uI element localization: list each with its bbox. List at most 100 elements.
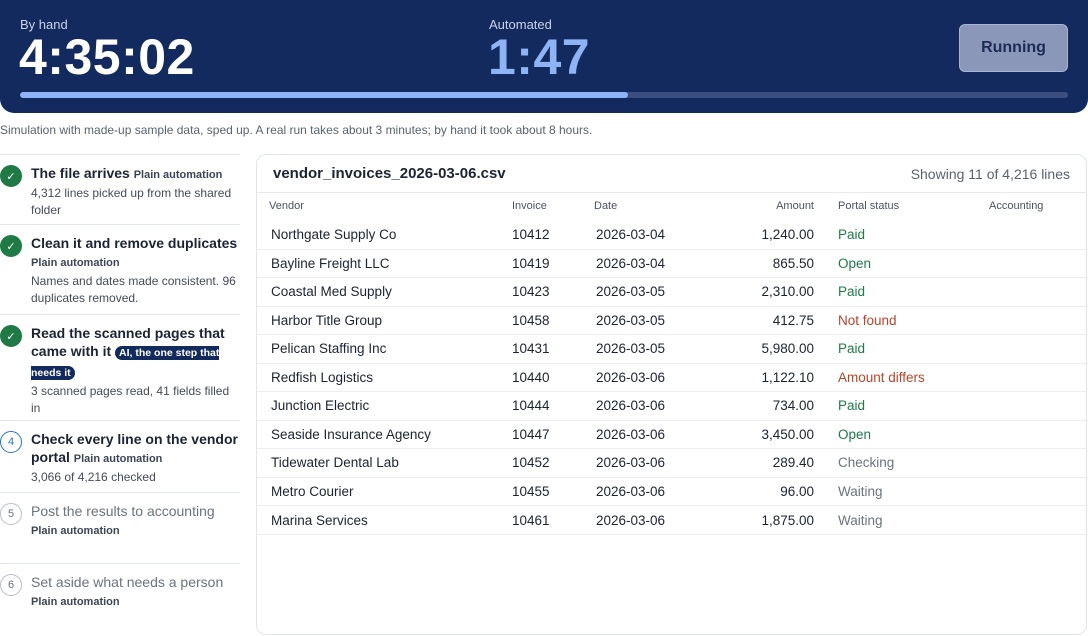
invoice-cell: 10452 [512, 455, 550, 471]
invoice-cell: 10431 [512, 341, 550, 357]
progress-bar [20, 92, 1068, 98]
step-number-icon: 6 [0, 574, 22, 596]
date-cell: 2026-03-05 [596, 284, 666, 300]
date-cell: 2026-03-06 [596, 512, 666, 528]
amount-cell: 289.40 [772, 455, 814, 471]
step-number-icon: 5 [0, 503, 22, 525]
step-item: ✓ Read the scanned pages that came with i… [0, 314, 240, 420]
step-tag: Plain automation [133, 169, 223, 181]
step-description: 3 scanned pages read, 41 fields filled i… [31, 384, 230, 415]
step-title-line: Read the scanned pages that came with it… [31, 324, 240, 382]
invoice-cell: 10461 [512, 512, 550, 528]
amount-cell: 2,310.00 [761, 284, 814, 300]
date-cell: 2026-03-06 [596, 369, 666, 385]
vendor-cell: Northgate Supply Co [271, 227, 397, 242]
vendor-cell: Metro Courier [271, 483, 354, 499]
step-title: Read the scanned pages that came with it [31, 325, 225, 359]
date-cell: 2026-03-06 [596, 426, 666, 442]
table-row[interactable]: Coastal Med Supply 10423 2026-03-05 2,310.0… [257, 278, 1086, 307]
step-title-line: Set aside what needs a person Plain auto… [31, 573, 240, 611]
step-number-icon: 4 [0, 431, 22, 453]
step-title-line: Check every line on the vendor portal Pl… [31, 430, 240, 468]
invoice-cell: 10412 [512, 227, 550, 242]
portal-status-cell: Waiting [838, 512, 883, 528]
table-row[interactable]: Northgate Supply Co 10412 2026-03-04 1,240.… [257, 221, 1086, 250]
automated-timer: 1:47 [488, 29, 591, 85]
progress-fill [20, 92, 628, 98]
portal-status-cell: Amount differs [838, 369, 925, 385]
column-header-accounting: Accounting [989, 200, 1044, 212]
invoice-cell: 10419 [512, 255, 550, 271]
vendor-cell: Seaside Insurance Agency [271, 426, 431, 442]
invoice-cell: 10423 [512, 284, 550, 300]
step-item: 5 Post the results to accounting Plain au… [0, 492, 240, 563]
file-name: vendor_invoices_2026-03-06.csv [273, 165, 506, 182]
vendor-cell: Pelican Staffing Inc [271, 341, 387, 357]
check-icon: ✓ [0, 325, 22, 347]
column-header-portal-status: Portal status [838, 200, 900, 212]
vendor-cell: Redfish Logistics [271, 369, 374, 385]
table-row[interactable]: Harbor Title Group 10458 2026-03-05 412.75 N… [257, 307, 1086, 336]
by-hand-timer: 4:35:02 [19, 29, 195, 85]
simulation-note: Simulation with made-up sample data, spe… [0, 123, 593, 137]
invoice-cell: 10455 [512, 483, 550, 499]
showing-count: Showing 11 of 4,216 lines [910, 166, 1070, 182]
check-icon: ✓ [0, 165, 22, 187]
step-item: ✓ The file arrives Plain automation 4,312 … [0, 154, 240, 224]
column-header-invoice: Invoice [512, 200, 547, 212]
step-tag: Plain automation [31, 257, 120, 269]
invoice-cell: 10447 [512, 426, 550, 442]
step-description: 4,312 lines picked up from the shared fo… [31, 186, 232, 217]
date-cell: 2026-03-06 [596, 455, 666, 471]
running-button[interactable]: Running [959, 24, 1068, 72]
vendor-cell: Marina Services [271, 512, 368, 528]
amount-cell: 412.75 [772, 312, 814, 328]
vendor-cell: Junction Electric [271, 398, 370, 414]
table-row[interactable]: Redfish Logistics 10440 2026-03-06 1,122.10… [257, 364, 1086, 393]
date-cell: 2026-03-04 [596, 227, 666, 242]
invoice-cell: 10444 [512, 398, 550, 414]
step-tag: Plain automation [73, 453, 163, 465]
portal-status-cell: Paid [838, 398, 866, 414]
table-row[interactable]: Seaside Insurance Agency 10447 2026-03-06 3… [257, 421, 1086, 450]
timer-banner: By hand 4:35:02 Automated 1:47 Running [0, 0, 1088, 113]
date-cell: 2026-03-04 [596, 255, 666, 271]
date-cell: 2026-03-05 [596, 341, 666, 357]
step-description: Names and dates made consistent. 96 dupl… [31, 274, 236, 305]
portal-status-cell: Paid [838, 284, 866, 300]
table-row[interactable]: Pelican Staffing Inc 10431 2026-03-05 5,980… [257, 335, 1086, 364]
amount-cell: 5,980.00 [761, 341, 814, 357]
table-row[interactable]: Bayline Freight LLC 10419 2026-03-04 865.50… [257, 250, 1086, 279]
amount-cell: 1,240.00 [761, 227, 814, 242]
step-title: Check every line on the vendor portal [31, 431, 238, 465]
step-item: 6 Set aside what needs a person Plain aut… [0, 563, 240, 636]
column-header-vendor: Vendor [269, 200, 304, 212]
step-title: Set aside what needs a person [31, 574, 224, 590]
portal-status-cell: Open [838, 426, 872, 442]
table-row[interactable]: Marina Services 10461 2026-03-06 1,875.00 Wa… [257, 507, 1086, 535]
portal-status-cell: Paid [838, 341, 866, 357]
amount-cell: 3,450.00 [761, 426, 814, 442]
table-row[interactable]: Tidewater Dental Lab 10452 2026-03-06 289.4… [257, 449, 1086, 478]
column-header-date: Date [594, 200, 618, 212]
invoice-cell: 10440 [512, 369, 550, 385]
invoice-cell: 10458 [512, 312, 550, 328]
date-cell: 2026-03-06 [596, 483, 666, 499]
portal-status-cell: Not found [838, 312, 897, 328]
vendor-cell: Tidewater Dental Lab [271, 455, 399, 471]
step-title: Post the results to accounting [31, 503, 215, 519]
table-header-bar: vendor_invoices_2026-03-06.csv Showing 1… [257, 155, 1086, 193]
table-row[interactable]: Metro Courier 10455 2026-03-06 96.00 Waiting [257, 478, 1086, 507]
automated-label: Automated [489, 17, 552, 32]
portal-status-cell: Open [838, 255, 872, 271]
step-item: 4 Check every line on the vendor portal P… [0, 420, 240, 492]
step-tag: Plain automation [31, 525, 120, 537]
step-title: Clean it and remove duplicates [31, 235, 238, 251]
vendor-cell: Coastal Med Supply [271, 284, 392, 300]
step-title: The file arrives [31, 165, 130, 181]
amount-cell: 1,122.10 [761, 369, 814, 385]
step-title-line: The file arrives Plain automation [31, 164, 240, 184]
check-icon: ✓ [0, 235, 22, 257]
date-cell: 2026-03-06 [596, 398, 666, 414]
table-row[interactable]: Junction Electric 10444 2026-03-06 734.00 Pa… [257, 392, 1086, 421]
